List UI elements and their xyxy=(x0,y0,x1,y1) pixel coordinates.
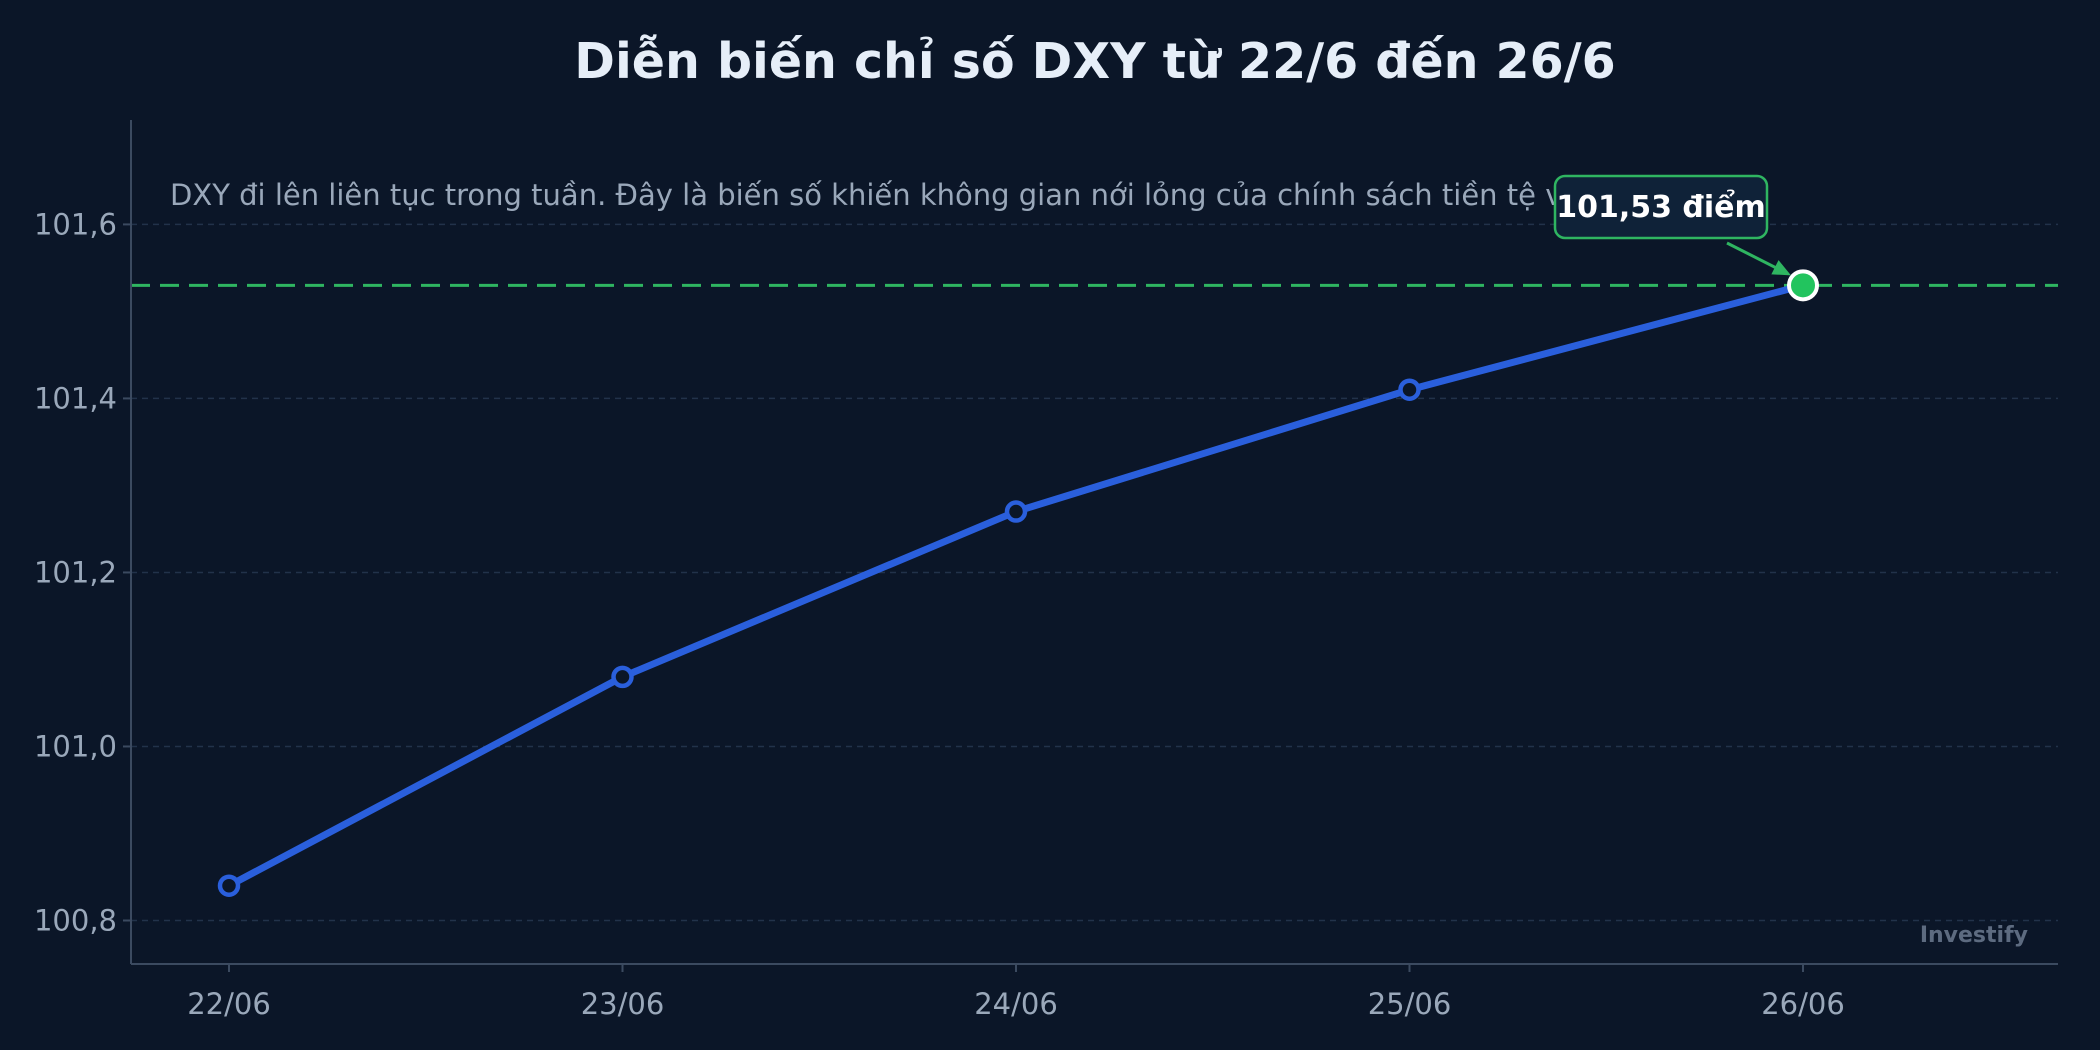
data-point xyxy=(1004,500,1028,523)
y-tick-label: 100,8 xyxy=(34,903,117,937)
callout-arrow-head xyxy=(1771,260,1791,276)
callout-box xyxy=(1553,174,1769,240)
callout-label: 101,53 điểm xyxy=(1556,189,1766,225)
y-tick-label: 101,0 xyxy=(34,729,117,763)
x-tick-label: 25/06 xyxy=(1368,987,1452,1021)
y-tick-label: 101,4 xyxy=(34,381,117,415)
x-tick-label: 23/06 xyxy=(581,987,665,1021)
highlight-point xyxy=(1787,269,1819,302)
axes: 100,8 101,0 101,2 101,4 101,6 22/06 23/06 24/06… xyxy=(34,120,2058,1021)
chart-title: Diễn biến chỉ số DXY từ 22/6 đến 26/6 xyxy=(574,33,1615,90)
x-tick-label: 26/06 xyxy=(1761,987,1845,1021)
y-tick-label: 101,6 xyxy=(34,207,117,241)
series-dxy xyxy=(217,281,1807,897)
data-point xyxy=(1398,378,1421,401)
highlight-annotation: 101,53 điểm xyxy=(1553,174,1819,302)
grid-lines xyxy=(131,223,2058,922)
watermark-investify: Investify xyxy=(1920,923,2028,948)
x-tick-label: 22/06 xyxy=(187,987,271,1021)
y-tick-label: 101,2 xyxy=(34,555,117,589)
chart-subtitle: DXY đi lên liên tục trong tuần. Đây là b… xyxy=(170,178,1662,212)
data-point xyxy=(217,874,241,897)
data-point xyxy=(611,665,634,689)
x-tick-label: 24/06 xyxy=(974,987,1058,1021)
callout-arrow-line xyxy=(1726,241,1784,273)
